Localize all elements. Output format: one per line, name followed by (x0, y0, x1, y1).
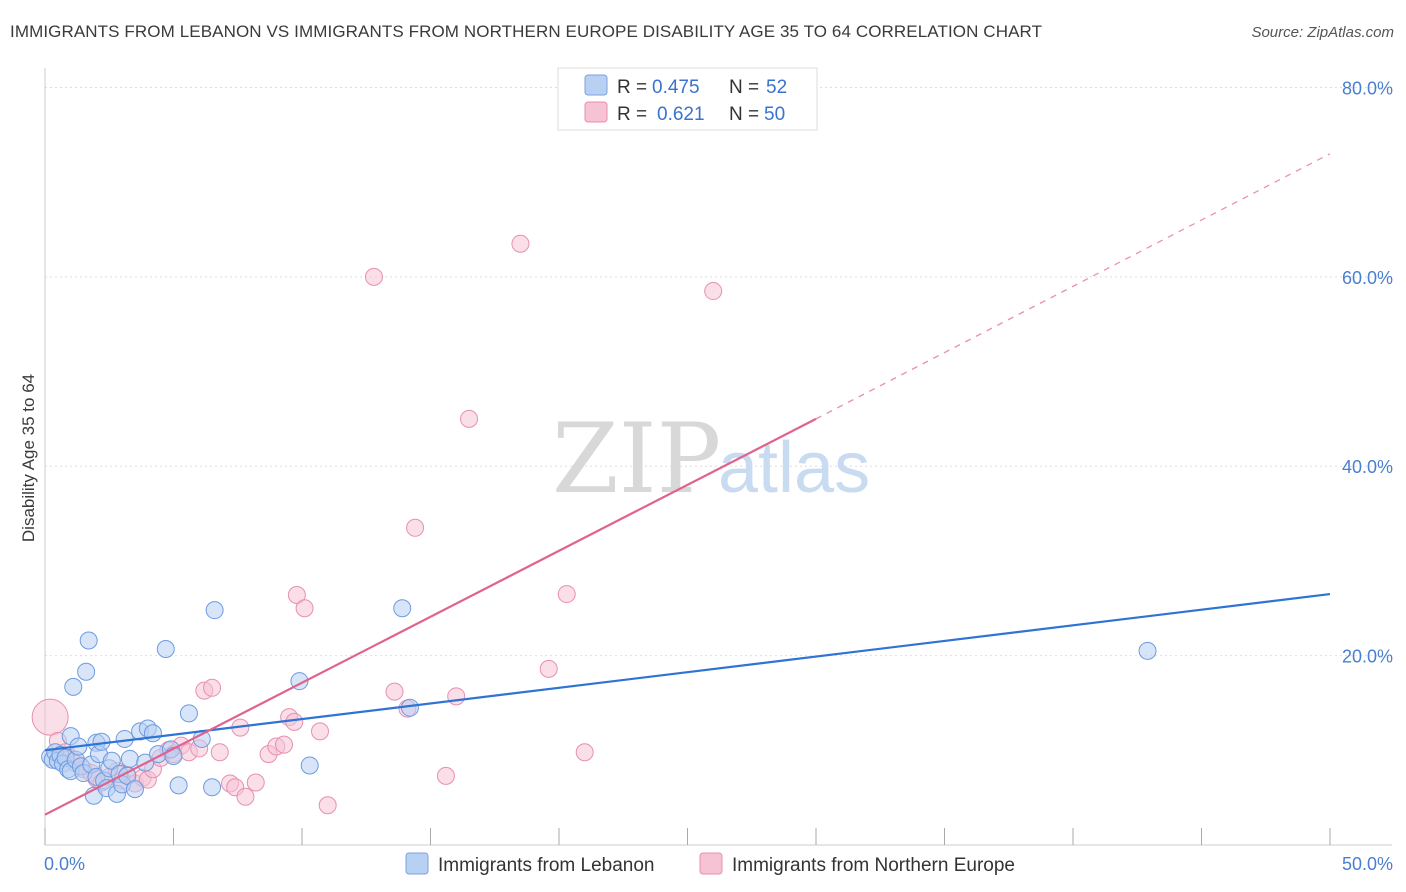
y-tick-label-2: 60.0% (1342, 268, 1393, 288)
point-europe (310, 722, 329, 741)
point-europe (447, 687, 466, 706)
point-lebanon (102, 751, 121, 770)
point-europe (318, 796, 337, 815)
legend-n-value-lebanon: 52 (766, 77, 787, 98)
point-lebanon (64, 677, 83, 696)
trend-line-europe (44, 417, 817, 816)
point-europe (511, 234, 530, 253)
legend-r-label-lebanon: R = (617, 77, 647, 98)
source-label: Source: ZipAtlas.com (1251, 24, 1394, 41)
point-europe (557, 585, 576, 604)
legend-r-value-lebanon: 0.475 (652, 77, 700, 98)
legend-r-value-europe: 0.621 (657, 104, 705, 125)
point-europe (436, 766, 455, 785)
trend-line-europe-extension (815, 153, 1331, 420)
point-lebanon (205, 601, 224, 620)
point-europe (31, 698, 69, 736)
point-europe (460, 409, 479, 428)
legend-n-label-lebanon: N = (729, 77, 759, 98)
point-europe (285, 712, 304, 731)
point-europe (203, 678, 222, 697)
point-europe (364, 267, 383, 286)
point-europe (539, 659, 558, 678)
point-lebanon (1138, 641, 1157, 660)
point-europe (275, 735, 294, 754)
bottom-legend: Immigrants from Lebanon Immigrants from … (405, 852, 1015, 876)
watermark-atlas: atlas (718, 428, 870, 508)
y-tick-label-0: 20.0% (1342, 647, 1393, 667)
point-lebanon (164, 746, 183, 765)
chart-title: IMMIGRANTS FROM LEBANON VS IMMIGRANTS FR… (10, 22, 1043, 41)
grid-lines (45, 86, 1392, 657)
watermark-zip: ZIP (552, 403, 721, 515)
series-lebanon-points (41, 599, 1157, 805)
x-tick-label-0: 0.0% (44, 854, 85, 874)
point-europe (210, 743, 229, 762)
point-europe (287, 586, 306, 605)
point-lebanon (125, 780, 144, 799)
bottom-legend-label-lebanon: Immigrants from Lebanon (438, 855, 655, 876)
point-europe (406, 518, 425, 537)
trend-line-lebanon (44, 592, 1331, 752)
bottom-legend-label-europe: Immigrants from Northern Europe (732, 855, 1015, 876)
y-tick-labels: 20.0% 40.0% 60.0% 80.0% (1342, 78, 1393, 666)
point-europe (236, 787, 255, 806)
bottom-legend-swatch-lebanon (405, 852, 429, 875)
point-europe (575, 743, 594, 762)
x-tick-label-1: 50.0% (1342, 854, 1393, 874)
y-tick-label-1: 40.0% (1342, 457, 1393, 477)
y-axis-label: Disability Age 35 to 64 (19, 374, 38, 542)
point-lebanon (79, 631, 98, 650)
legend-n-value-europe: 50 (764, 104, 785, 125)
point-lebanon (393, 599, 412, 618)
legend-swatch-europe (584, 101, 608, 123)
point-europe (295, 599, 314, 618)
legend-swatch-lebanon (584, 74, 608, 96)
top-legend: R = 0.475 N = 52 R = 0.621 N = 50 (557, 67, 818, 131)
point-lebanon (143, 724, 162, 743)
legend-n-label-europe: N = (729, 104, 759, 125)
point-lebanon (120, 749, 139, 768)
point-lebanon (169, 776, 188, 795)
y-tick-label-3: 80.0% (1342, 78, 1393, 98)
point-lebanon (179, 704, 198, 723)
point-europe (246, 773, 265, 792)
point-lebanon (156, 639, 175, 658)
point-lebanon (77, 662, 96, 681)
point-lebanon (203, 778, 222, 797)
trend-lines (44, 153, 1331, 816)
bottom-legend-swatch-europe (699, 852, 723, 875)
legend-r-label-europe: R = (617, 104, 647, 125)
point-europe (704, 282, 723, 301)
x-tick-labels: 0.0% 50.0% (44, 854, 1393, 874)
point-lebanon (300, 756, 319, 775)
point-europe (385, 682, 404, 701)
